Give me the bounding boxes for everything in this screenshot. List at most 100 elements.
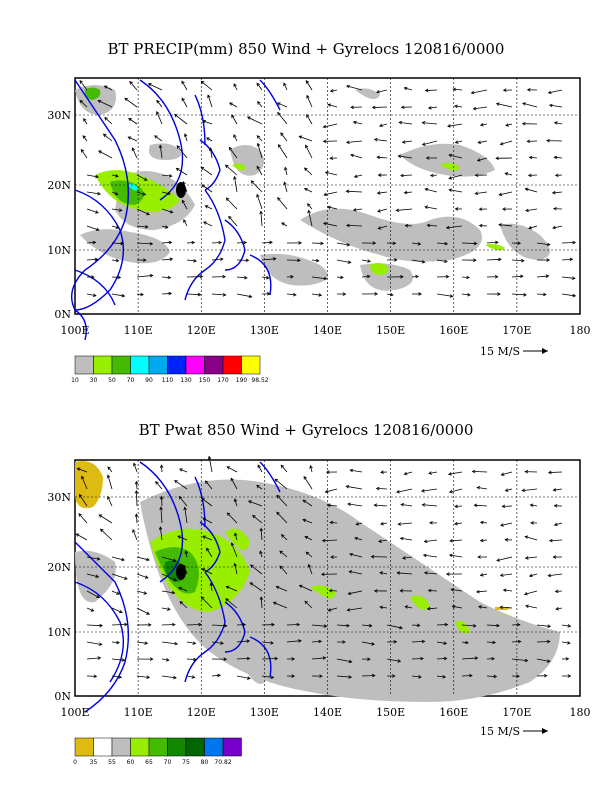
wind-vector xyxy=(453,88,463,91)
wind-vector-head xyxy=(476,486,481,490)
wind-vector-head xyxy=(423,539,428,544)
wind-vector-head xyxy=(202,517,206,521)
wind-vector-head xyxy=(128,117,132,122)
wind-vector xyxy=(260,528,263,541)
wind-vector xyxy=(161,590,175,594)
wind-vector xyxy=(225,598,238,609)
precip-coastlines xyxy=(71,79,281,341)
wind-vector-head xyxy=(372,241,377,245)
wind-vector xyxy=(529,573,538,577)
wind-vector-head xyxy=(475,589,480,594)
wind-vector xyxy=(136,607,150,615)
wind-vector-head xyxy=(493,674,498,679)
wind-vector xyxy=(181,200,188,210)
wind-vector-head xyxy=(449,294,454,298)
wind-vector-head xyxy=(206,137,210,141)
wind-vector-head xyxy=(327,103,332,107)
wind-vector-head xyxy=(201,184,206,188)
wind-vector xyxy=(336,658,352,663)
wind-vector xyxy=(299,585,313,592)
wind-vector xyxy=(136,573,149,579)
wind-vector xyxy=(461,242,477,244)
wind-vector xyxy=(260,211,263,227)
wind-vector-head xyxy=(291,674,296,678)
wind-vector xyxy=(500,522,513,526)
wind-vector xyxy=(377,208,388,212)
wind-vector-head xyxy=(247,676,251,680)
wind-vector-head xyxy=(553,522,558,527)
wind-vector xyxy=(499,191,513,196)
wind-vector-head xyxy=(256,193,260,198)
wind-vector xyxy=(211,242,222,244)
lon-tick-label: 150E xyxy=(376,324,405,337)
wind-vector-head xyxy=(448,489,453,494)
wind-vector-head xyxy=(328,588,333,593)
wind-vector-head xyxy=(259,550,263,555)
wind-vector xyxy=(111,675,122,678)
wind-vector-head xyxy=(146,557,150,562)
wind-vector xyxy=(111,590,120,595)
wind-vector-head xyxy=(491,656,496,661)
wind-vector xyxy=(536,624,551,627)
wind-vector-head xyxy=(449,538,453,543)
wind-vector-head xyxy=(323,192,328,197)
wind-vector-head xyxy=(322,221,327,226)
wind-vector xyxy=(536,658,550,662)
colorbar-label: 70 xyxy=(164,759,172,766)
wind-vector-head xyxy=(517,241,522,245)
wind-vector xyxy=(229,102,238,108)
scale-label: 15 M/S xyxy=(480,725,520,738)
precip-area xyxy=(400,143,495,177)
wind-vector xyxy=(328,607,338,611)
wind-vector xyxy=(202,568,213,575)
wind-vector-head xyxy=(528,573,533,578)
wind-vector-head xyxy=(479,573,484,577)
wind-vector xyxy=(500,140,513,145)
wind-vector-head xyxy=(330,555,334,559)
wind-vector xyxy=(461,293,471,296)
wind-vector-head xyxy=(371,673,376,678)
wind-vector-head xyxy=(204,205,209,209)
wind-vector-head xyxy=(298,584,303,589)
gyre-marker xyxy=(176,182,186,198)
wind-vector-head xyxy=(397,154,402,159)
wind-vector-head xyxy=(498,223,502,227)
wind-vector-head xyxy=(323,276,328,281)
wind-vector xyxy=(135,481,138,490)
wind-vector xyxy=(228,147,238,159)
wind-vector-head xyxy=(367,657,371,661)
wind-vector xyxy=(346,224,363,227)
wind-vector-head xyxy=(525,604,529,609)
wind-vector-head xyxy=(474,173,479,178)
wind-vector-head xyxy=(134,513,139,517)
wind-vector xyxy=(400,174,413,177)
colorbar-swatch xyxy=(204,737,224,757)
precip-area xyxy=(260,253,328,286)
wind-vector xyxy=(424,206,438,210)
wind-vector xyxy=(161,658,169,661)
wind-vector xyxy=(211,674,221,677)
wind-vector xyxy=(261,641,274,644)
wind-vector-head xyxy=(473,503,478,508)
wind-vector-head xyxy=(349,468,354,473)
wind-vector xyxy=(323,222,338,227)
wind-vector-head xyxy=(107,495,111,500)
wind-vector xyxy=(261,658,278,660)
wind-vector xyxy=(402,140,413,143)
wind-vector-head xyxy=(220,641,224,645)
wind-vector xyxy=(486,258,501,261)
wind-vector-head xyxy=(353,174,358,179)
wind-vector xyxy=(480,521,488,524)
wind-vector-head xyxy=(143,591,148,595)
wind-vector-head xyxy=(146,211,150,216)
wind-vector-head xyxy=(401,140,406,144)
wind-vector-head xyxy=(226,512,231,516)
wind-vector xyxy=(486,675,497,678)
wind-vector xyxy=(78,513,88,524)
wind-vector-head xyxy=(306,114,310,118)
wind-vector-head xyxy=(474,191,479,196)
wind-vector-head xyxy=(102,133,107,138)
wind-vector-head xyxy=(98,642,103,646)
wind-vector-head xyxy=(423,571,428,575)
wind-vector xyxy=(411,242,421,245)
